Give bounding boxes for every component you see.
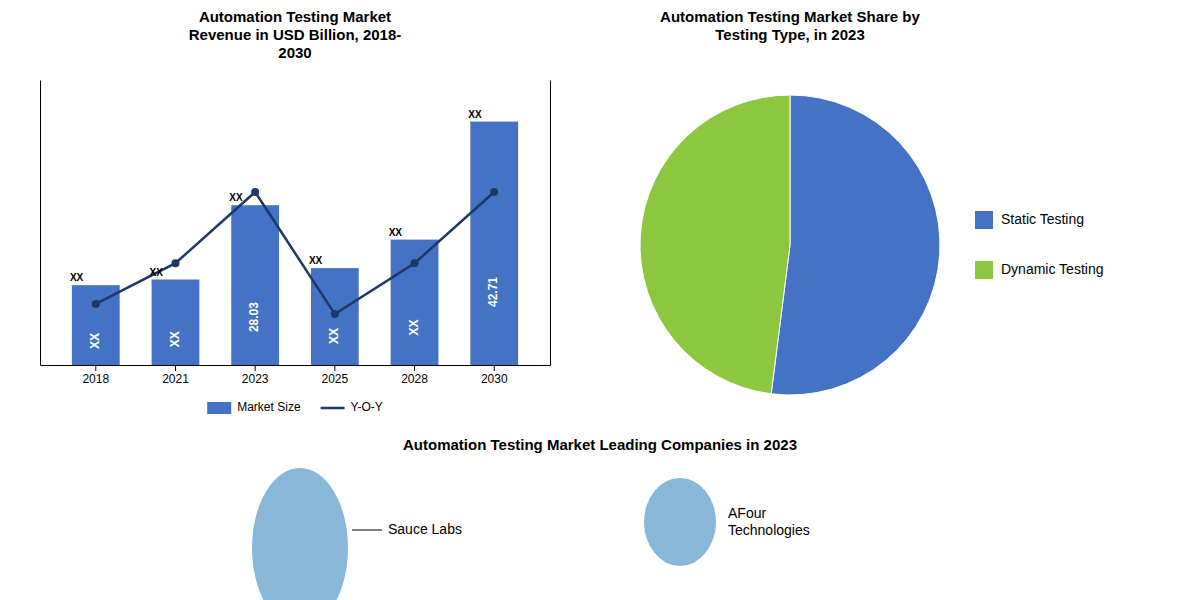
legend-label: Dynamic Testing <box>1001 261 1103 277</box>
y-axis-line <box>40 81 41 366</box>
chart-canvas: Automation Testing MarketRevenue in USD … <box>0 0 1200 600</box>
chart-title: Automation Testing Market Share byTestin… <box>660 8 920 43</box>
line-value-label: XX <box>70 272 84 283</box>
x-tick-mark <box>95 365 96 371</box>
data-labels: XX XX 28.03 XX XX 42.71 XX XX XX XX XX XX <box>70 109 501 350</box>
legend-swatch <box>321 407 345 410</box>
line-value-label: XX <box>229 192 243 203</box>
x-tick: 2021 <box>162 365 189 386</box>
x-tick-label: 2021 <box>162 372 189 386</box>
bar-value-label: XX <box>88 333 102 349</box>
company-name: Sauce Labs <box>388 521 462 537</box>
chart-title-line: Automation Testing Market Share by <box>660 8 920 25</box>
bar <box>470 122 518 365</box>
legend: Static Testing Dynamic Testing <box>975 211 1103 279</box>
legend-swatch <box>975 261 993 279</box>
legend-swatch <box>975 211 993 229</box>
x-tick-label: 2028 <box>401 372 428 386</box>
x-axis: 2018 2021 2023 2025 2028 2030 <box>41 365 551 386</box>
bar-line-chart: Automation Testing MarketRevenue in USD … <box>41 8 551 414</box>
legend-label: Static Testing <box>1001 211 1084 227</box>
x-tick-mark <box>494 365 495 371</box>
line <box>96 192 494 314</box>
x-tick-mark <box>175 365 176 371</box>
pie-chart: Automation Testing Market Share byTestin… <box>640 8 1103 395</box>
chart-title: Automation Testing MarketRevenue in USD … <box>189 8 402 61</box>
line-marker <box>490 188 498 196</box>
company-name-line: Sauce Labs <box>388 521 462 537</box>
x-axis-line <box>41 365 551 366</box>
company-bubble <box>644 478 716 566</box>
chart-title-line: Testing Type, in 2023 <box>715 26 865 43</box>
line-value-label: XX <box>468 109 482 120</box>
legend-label: Market Size <box>237 400 301 414</box>
legend-item: Dynamic Testing <box>975 261 1103 279</box>
legend-swatch <box>207 402 231 414</box>
line-value-label: XX <box>150 267 164 278</box>
x-tick-label: 2025 <box>321 372 348 386</box>
company-name-line: AFour <box>728 504 766 520</box>
x-tick: 2025 <box>321 365 348 386</box>
pie-slice <box>640 95 790 394</box>
x-tick: 2030 <box>481 365 508 386</box>
x-tick: 2018 <box>82 365 109 386</box>
pie-slice <box>771 95 940 395</box>
bar-value-label: 28.03 <box>247 302 261 332</box>
legend-item: Market Size <box>207 400 301 414</box>
x-tick: 2028 <box>401 365 428 386</box>
x-tick-mark <box>334 365 335 371</box>
line-marker <box>251 188 259 196</box>
line-value-label: XX <box>309 255 323 266</box>
legend: Market Size Y-O-Y <box>207 400 383 414</box>
line-value-label: XX <box>389 227 403 238</box>
company-name-line: Technologies <box>728 521 810 537</box>
chart-title-line: Revenue in USD Billion, 2018- <box>189 26 402 43</box>
leader-line <box>352 530 382 531</box>
line-marker <box>92 300 100 308</box>
chart-title-line: 2030 <box>278 44 311 61</box>
section-title: Automation Testing Market Leading Compan… <box>403 436 797 453</box>
companies-section: Automation Testing Market Leading Compan… <box>252 436 810 600</box>
y2-axis <box>550 81 551 366</box>
bar <box>391 240 439 365</box>
bar <box>231 205 279 365</box>
x-tick-label: 2018 <box>82 372 109 386</box>
company-bubble <box>252 468 348 600</box>
x-tick: 2023 <box>242 365 269 386</box>
x-tick-label: 2023 <box>242 372 269 386</box>
bar-value-label: XX <box>168 331 182 347</box>
bar-value-label: XX <box>407 319 421 335</box>
company-name: AFourTechnologies <box>728 504 810 537</box>
bar-value-label: XX <box>327 328 341 344</box>
bar <box>152 280 200 366</box>
pie-slices <box>640 95 940 395</box>
y-axis <box>40 81 41 366</box>
line-marker <box>331 310 339 318</box>
bar-value-label: 42.71 <box>486 277 500 307</box>
legend-label: Y-O-Y <box>351 400 383 414</box>
line-marker <box>411 259 419 267</box>
plot-area <box>72 122 518 365</box>
line-marker <box>171 259 179 267</box>
bar <box>72 285 120 365</box>
legend-item: Y-O-Y <box>321 400 383 414</box>
x-tick-label: 2030 <box>481 372 508 386</box>
x-tick-mark <box>414 365 415 371</box>
legend-item: Static Testing <box>975 211 1084 229</box>
x-tick-mark <box>255 365 256 371</box>
bar <box>311 268 359 365</box>
y2-axis-line <box>550 81 551 366</box>
chart-title-line: Automation Testing Market <box>199 8 391 25</box>
